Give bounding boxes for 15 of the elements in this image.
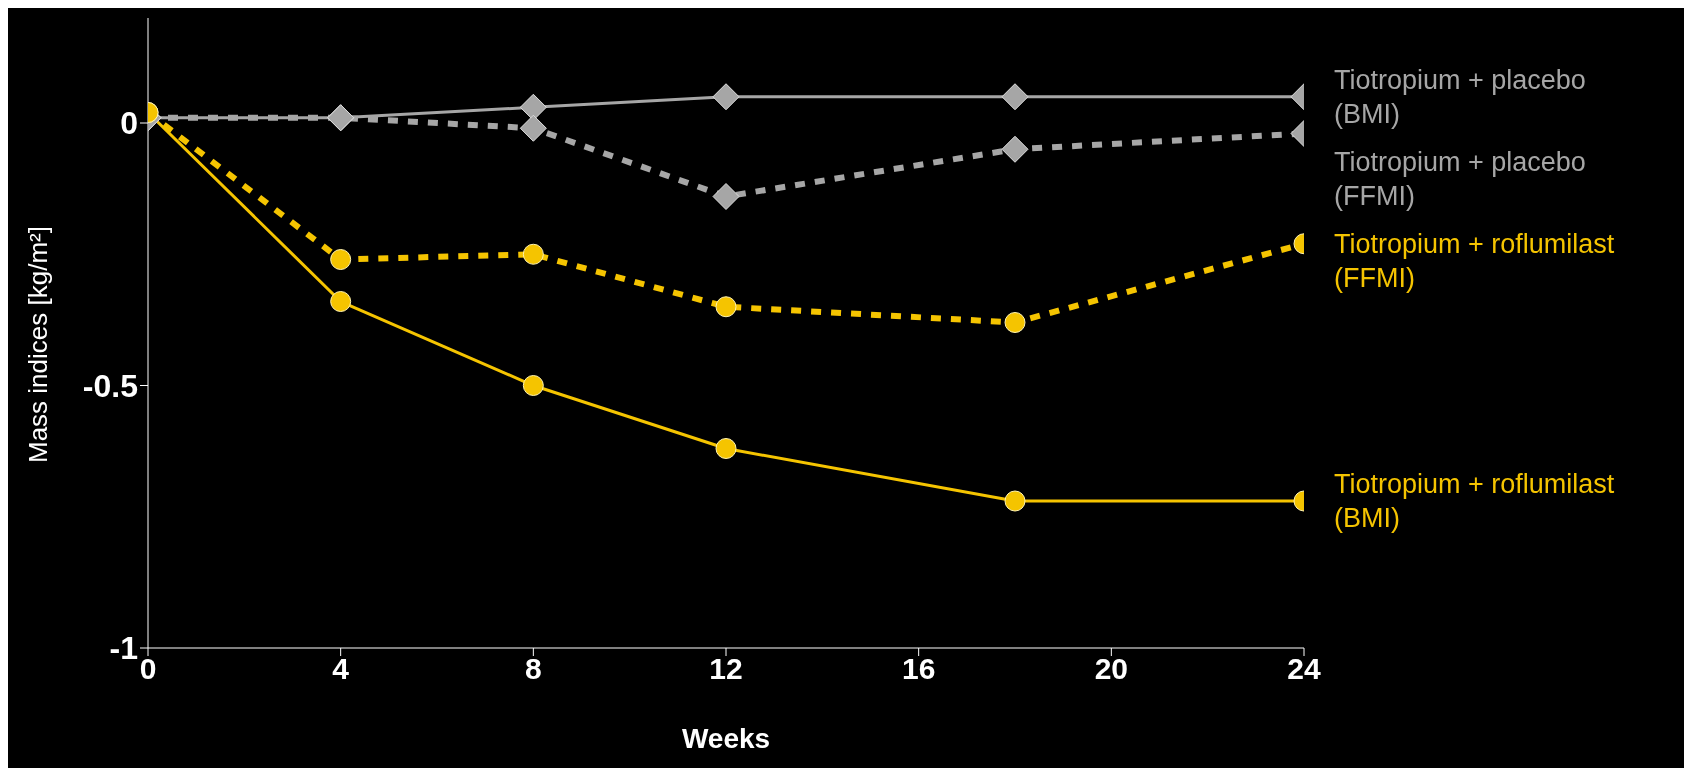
y-tick-label: -1 <box>109 630 138 667</box>
x-tick-label: 24 <box>1287 652 1321 686</box>
series-label: Tiotropium + roflumilast (FFMI) <box>1334 227 1616 295</box>
series-label: Tiotropium + placebo (FFMI) <box>1334 145 1587 213</box>
y-tick-label: 0 <box>120 105 138 142</box>
x-tick-label: 12 <box>709 652 743 686</box>
y-axis-title: Mass indices [kg/m²] <box>23 226 54 463</box>
x-axis-title: Weeks <box>681 723 771 754</box>
x-tick-label: 20 <box>1094 652 1129 686</box>
x-tick-label: 8 <box>524 652 542 686</box>
series-label: Tiotropium + placebo (BMI) <box>1334 63 1587 131</box>
x-tick-label: 16 <box>901 652 936 686</box>
y-tick-label: -0.5 <box>82 367 138 404</box>
series-label: Tiotropium + roflumilast (BMI) <box>1334 468 1616 535</box>
x-tick-label: 4 <box>332 652 350 686</box>
